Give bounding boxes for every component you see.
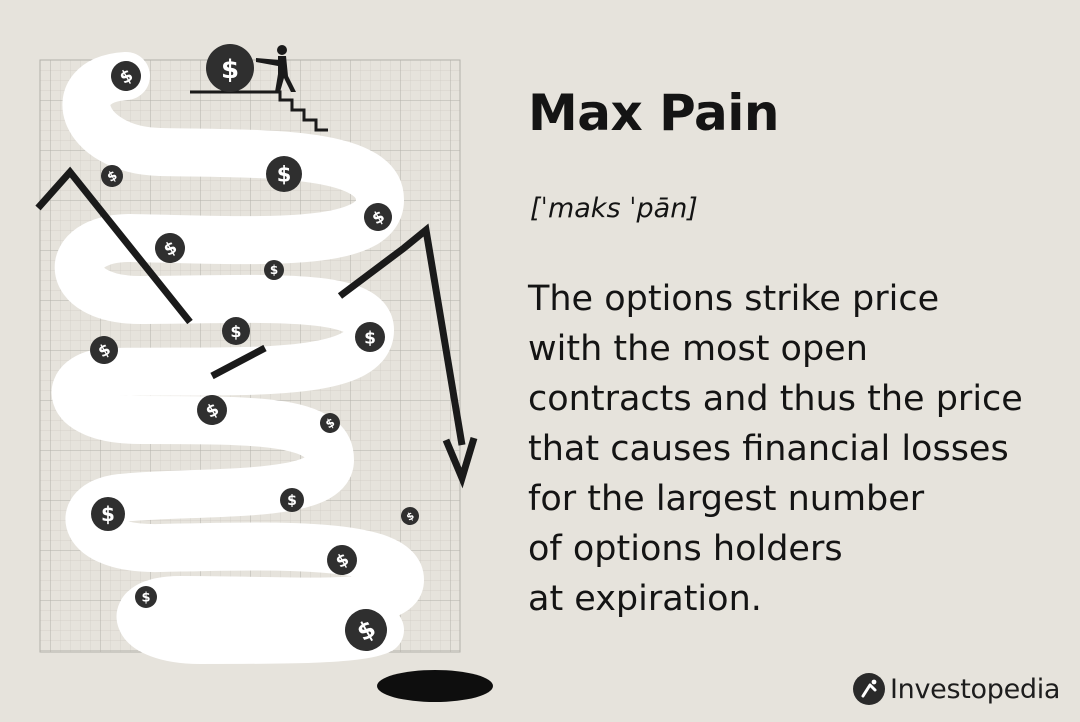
definition-line: that causes financial losses — [528, 429, 1009, 469]
definition-line: contracts and thus the price — [528, 379, 1023, 419]
max-pain-illustration: $ $ $ $ $ $ $ $ $ $ $ $ $ $ $ $ $ $ — [35, 44, 493, 702]
dollar-coin-icon: $ — [364, 203, 392, 231]
dollar-coin-icon: $ — [266, 156, 302, 192]
dollar-coin-icon: $ — [90, 336, 118, 364]
definition-text: The options strike price with the most o… — [528, 274, 1068, 624]
svg-text:$: $ — [287, 493, 297, 509]
dollar-coin-icon: $ — [197, 395, 227, 425]
svg-text:$: $ — [101, 502, 115, 526]
pronunciation: [ˈmaks ˈpān] — [530, 193, 698, 224]
dollar-coin-icon: $ — [101, 165, 123, 187]
hole — [377, 670, 493, 702]
coin-group: $ $ $ $ $ $ $ $ $ $ $ $ $ $ $ $ $ — [90, 61, 419, 651]
pushing-figure — [256, 45, 296, 92]
svg-text:$: $ — [141, 591, 150, 606]
svg-text:$: $ — [405, 511, 417, 524]
coin-top: $ — [206, 44, 254, 92]
dollar-coin-icon: $ — [327, 545, 357, 575]
dollar-coin-icon: $ — [280, 488, 304, 512]
dollar-coin-icon: $ — [401, 507, 419, 525]
trend-line — [35, 166, 466, 446]
trend-arrowhead — [442, 436, 478, 489]
dollar-coin-icon: $ — [91, 497, 125, 531]
dollar-coin-icon: $ — [155, 233, 185, 263]
definition-line: with the most open — [528, 329, 868, 369]
page-title: Max Pain — [528, 84, 779, 142]
svg-text:$: $ — [364, 328, 376, 348]
definition-line: The options strike price — [528, 279, 940, 319]
brand-name: Investopedia — [890, 673, 1061, 705]
svg-text:$: $ — [277, 163, 292, 187]
definition-line: at expiration. — [528, 579, 762, 619]
dollar-coin-icon: $ — [320, 413, 340, 433]
definition-line: for the largest number — [528, 479, 925, 519]
dollar-coin-icon: $ — [345, 609, 387, 651]
dollar-coin-icon: $ — [135, 586, 157, 608]
svg-text:$: $ — [221, 55, 239, 85]
winding-road — [51, 52, 424, 664]
investopedia-logo-icon — [853, 673, 885, 705]
dollar-coin-icon: $ — [355, 322, 385, 352]
staircase — [190, 90, 328, 132]
definition-line: of options holders — [528, 529, 843, 569]
dollar-coin-icon: $ — [111, 61, 141, 91]
svg-text:$: $ — [230, 322, 241, 341]
dollar-coin-icon: $ — [222, 317, 250, 345]
svg-text:$: $ — [270, 263, 278, 277]
dollar-coin-icon: $ — [264, 260, 284, 280]
investopedia-brand: Investopedia — [852, 672, 1060, 706]
